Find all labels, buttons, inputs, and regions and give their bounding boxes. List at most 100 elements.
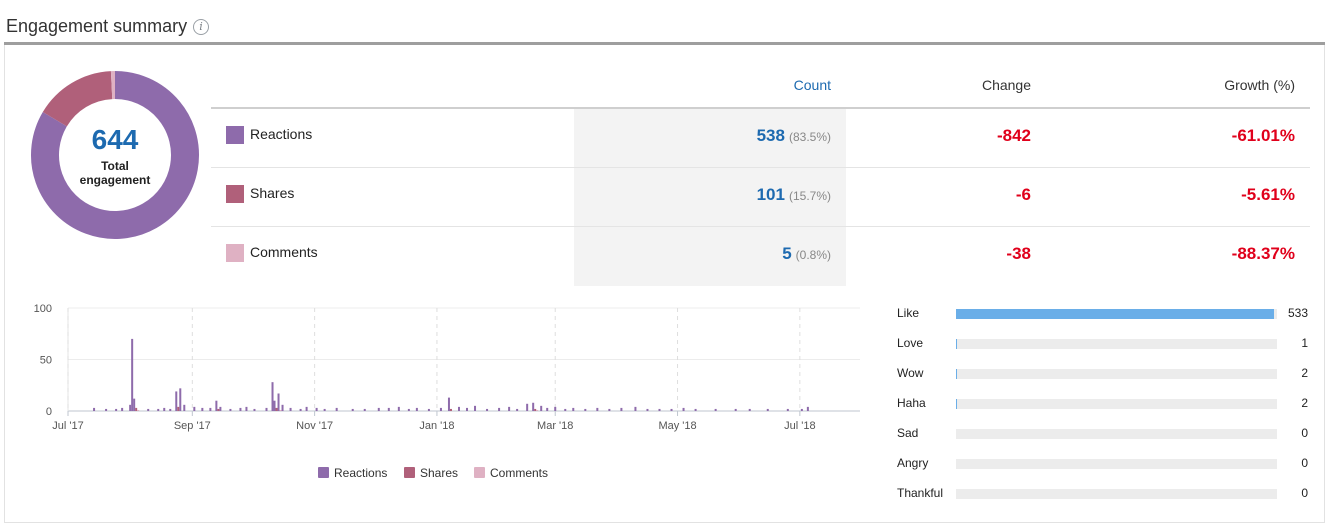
bar-reactions[interactable] bbox=[305, 406, 308, 411]
donut-slice-shares[interactable] bbox=[42, 71, 113, 127]
bar-reactions[interactable] bbox=[439, 407, 442, 411]
row-growth: -61.01% bbox=[1231, 126, 1295, 145]
bar-reactions[interactable] bbox=[253, 408, 256, 411]
bar-reactions[interactable] bbox=[694, 408, 697, 411]
legend-item-shares[interactable]: Shares bbox=[404, 466, 458, 480]
bar-reactions[interactable] bbox=[466, 407, 469, 411]
bar-reactions[interactable] bbox=[498, 407, 501, 411]
bar-reactions[interactable] bbox=[584, 408, 587, 411]
bar-reactions[interactable] bbox=[457, 406, 460, 411]
bar-reactions[interactable] bbox=[183, 404, 186, 411]
bar-reactions[interactable] bbox=[323, 408, 326, 411]
bar-reactions[interactable] bbox=[554, 406, 557, 411]
bar-reactions[interactable] bbox=[133, 398, 136, 411]
y-tick-label: 0 bbox=[46, 406, 52, 418]
bar-reactions[interactable] bbox=[596, 407, 599, 411]
bar-reactions[interactable] bbox=[271, 382, 274, 411]
info-icon[interactable]: i bbox=[193, 19, 209, 35]
bar-shares[interactable] bbox=[135, 407, 138, 411]
bar-reactions[interactable] bbox=[363, 408, 366, 411]
bar-reactions[interactable] bbox=[540, 405, 543, 411]
bar-reactions[interactable] bbox=[157, 408, 160, 411]
bar-reactions[interactable] bbox=[387, 407, 390, 411]
bar-reactions[interactable] bbox=[564, 408, 567, 411]
bar-reactions[interactable] bbox=[532, 402, 535, 411]
bar-reactions[interactable] bbox=[608, 408, 611, 411]
bar-reactions[interactable] bbox=[670, 408, 673, 411]
bar-reactions[interactable] bbox=[786, 408, 789, 411]
bar-reactions[interactable] bbox=[646, 408, 649, 411]
legend-item-comments[interactable]: Comments bbox=[474, 466, 548, 480]
donut-slice-reactions[interactable] bbox=[31, 71, 199, 239]
bar-reactions[interactable] bbox=[163, 407, 166, 411]
bar-reactions[interactable] bbox=[239, 407, 242, 411]
bar-comments[interactable] bbox=[279, 409, 282, 411]
bar-shares[interactable] bbox=[449, 408, 452, 411]
bar-reactions[interactable] bbox=[682, 407, 685, 411]
bar-reactions[interactable] bbox=[447, 397, 450, 411]
bar-reactions[interactable] bbox=[115, 408, 118, 411]
bar-reactions[interactable] bbox=[546, 407, 549, 411]
column-header-growth[interactable]: Growth (%) bbox=[1224, 77, 1295, 93]
bar-reactions[interactable] bbox=[289, 407, 292, 411]
bar-reactions[interactable] bbox=[121, 407, 124, 411]
bar-shares[interactable] bbox=[177, 406, 180, 411]
bar-reactions[interactable] bbox=[179, 388, 182, 411]
bar-reactions[interactable] bbox=[315, 407, 318, 411]
bar-reactions[interactable] bbox=[634, 406, 637, 411]
bar-shares[interactable] bbox=[275, 407, 278, 411]
bar-reactions[interactable] bbox=[273, 400, 276, 411]
bar-reactions[interactable] bbox=[486, 408, 489, 411]
bar-reactions[interactable] bbox=[201, 407, 204, 411]
bar-reactions[interactable] bbox=[209, 407, 212, 411]
bar-reactions[interactable] bbox=[215, 400, 218, 411]
bar-reactions[interactable] bbox=[175, 391, 178, 411]
bar-reactions[interactable] bbox=[620, 407, 623, 411]
bar-reactions[interactable] bbox=[169, 408, 172, 411]
bar-reactions[interactable] bbox=[245, 406, 248, 411]
table-row-shares: Shares 101 (15.7%) -6 -5.61% bbox=[211, 168, 1310, 227]
total-engagement-value: 644 bbox=[91, 124, 139, 155]
bar-reactions[interactable] bbox=[516, 408, 519, 411]
bar-reactions[interactable] bbox=[508, 406, 511, 411]
reactions-swatch bbox=[226, 126, 244, 144]
bar-reactions[interactable] bbox=[299, 408, 302, 411]
bar-shares[interactable] bbox=[217, 408, 220, 411]
bar-reactions[interactable] bbox=[427, 408, 430, 411]
engagement-donut-chart bbox=[31, 71, 199, 239]
bar-reactions[interactable] bbox=[265, 407, 268, 411]
bar-reactions[interactable] bbox=[351, 408, 354, 411]
bar-shares[interactable] bbox=[534, 408, 537, 411]
bar-reactions[interactable] bbox=[397, 406, 400, 411]
bar-reactions[interactable] bbox=[766, 408, 769, 411]
bar-reactions[interactable] bbox=[714, 408, 717, 411]
bar-reactions[interactable] bbox=[474, 405, 477, 411]
bar-reactions[interactable] bbox=[193, 406, 196, 411]
bar-reactions[interactable] bbox=[131, 338, 134, 411]
bar-reactions[interactable] bbox=[219, 406, 222, 411]
bar-reactions[interactable] bbox=[526, 403, 529, 411]
bar-reactions[interactable] bbox=[335, 407, 338, 411]
bar-reactions[interactable] bbox=[407, 408, 410, 411]
bar-reactions[interactable] bbox=[806, 406, 809, 411]
bar-reactions[interactable] bbox=[229, 408, 232, 411]
bar-reactions[interactable] bbox=[93, 407, 96, 411]
bar-reactions[interactable] bbox=[572, 407, 575, 411]
bar-reactions[interactable] bbox=[129, 404, 132, 411]
bar-comments[interactable] bbox=[137, 409, 140, 411]
bar-reactions[interactable] bbox=[748, 408, 751, 411]
column-header-change[interactable]: Change bbox=[981, 77, 1031, 93]
bar-reactions[interactable] bbox=[800, 408, 803, 411]
bar-reactions[interactable] bbox=[277, 393, 280, 411]
bar-reactions[interactable] bbox=[147, 408, 150, 411]
bar-reactions[interactable] bbox=[415, 407, 418, 411]
legend-item-reactions[interactable]: Reactions bbox=[318, 466, 387, 480]
bar-reactions[interactable] bbox=[281, 404, 284, 411]
bar-reactions[interactable] bbox=[734, 408, 737, 411]
table-header-divider bbox=[211, 107, 1310, 109]
column-header-count[interactable]: Count bbox=[793, 77, 831, 93]
bar-reactions[interactable] bbox=[105, 408, 108, 411]
bar-comments[interactable] bbox=[536, 409, 539, 411]
bar-reactions[interactable] bbox=[658, 408, 661, 411]
bar-reactions[interactable] bbox=[377, 407, 380, 411]
